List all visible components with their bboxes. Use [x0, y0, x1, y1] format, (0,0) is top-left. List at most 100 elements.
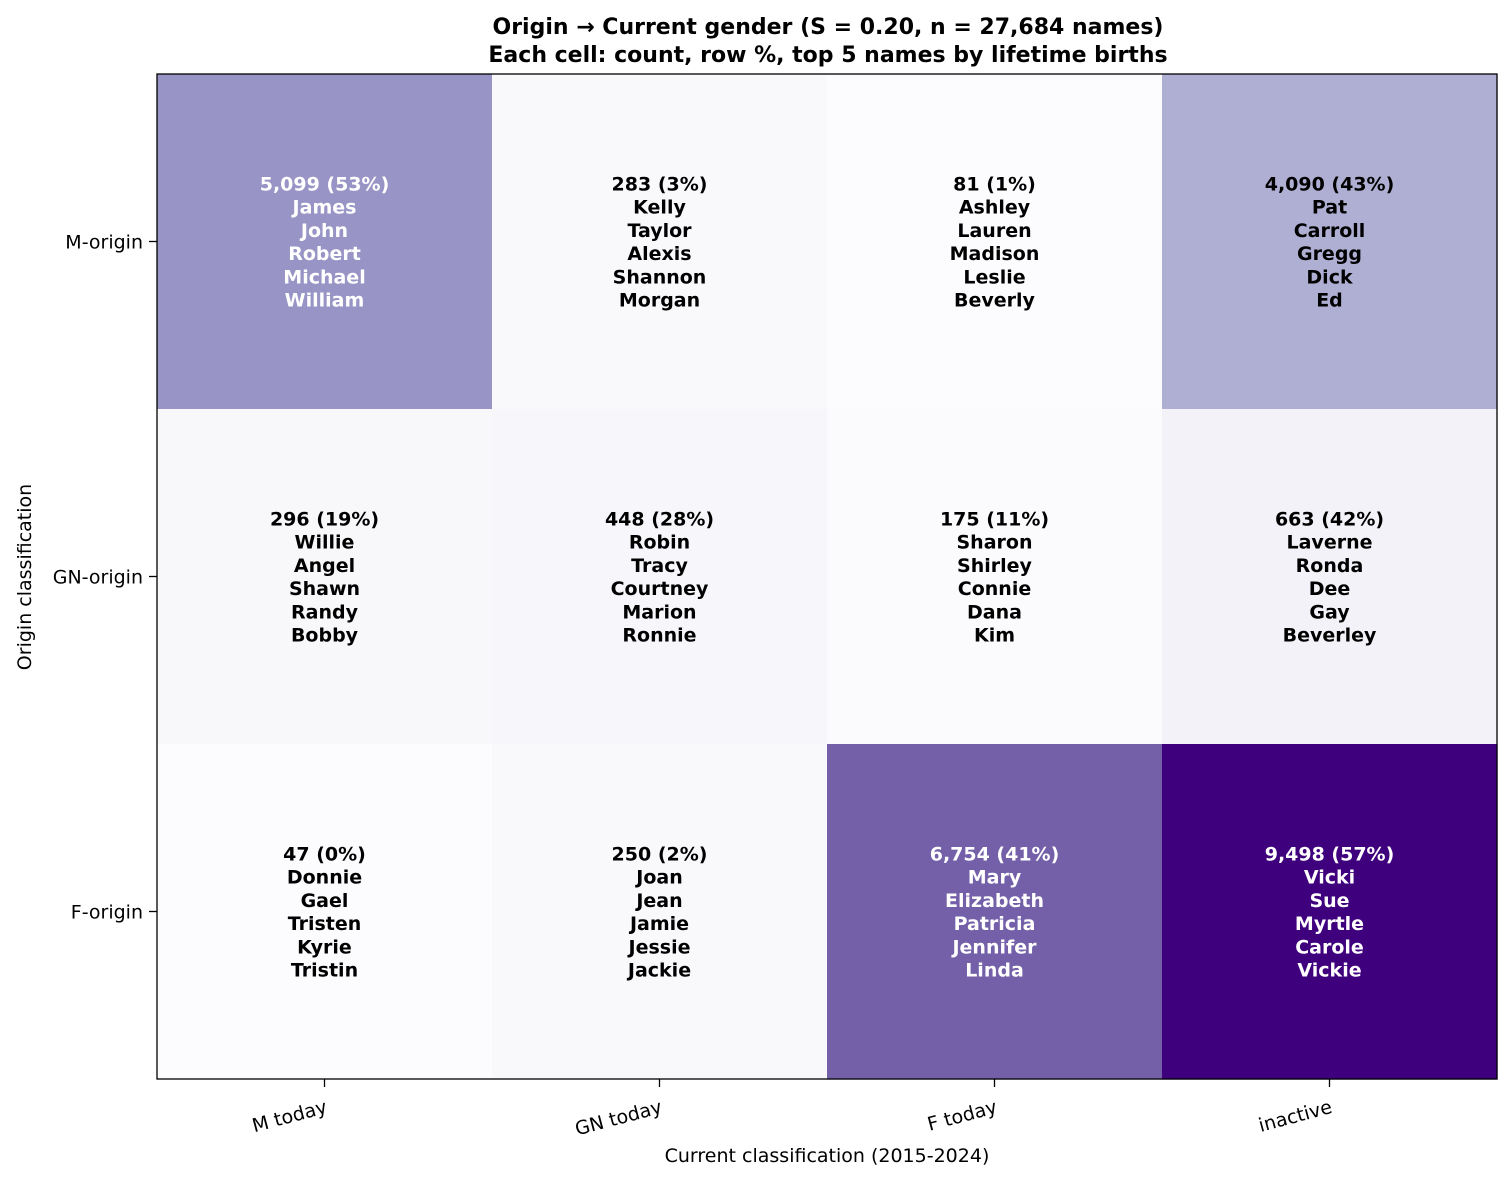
cell-name-label: Shannon [613, 266, 707, 288]
cell-count-label: 663 (42%) [1275, 509, 1384, 531]
cell-name-label: Vickie [1297, 960, 1361, 982]
cell-annotation: 47 (0%) Donnie Gael Tristen Kyrie Tristin [283, 844, 366, 982]
cell-count-label: 81 (1%) [953, 174, 1036, 196]
cell-name-label: Beverly [954, 290, 1036, 312]
cell-name-label: Shirley [957, 555, 1032, 577]
cell-name-label: Laverne [1287, 532, 1373, 554]
cell-name-label: Dee [1309, 578, 1351, 600]
cell-name-label: Shawn [289, 578, 360, 600]
chart-title: Origin → Current gender (S = 0.20, n = 2… [493, 15, 1164, 40]
heatmap-cell [1162, 74, 1498, 410]
cell-annotation: 5,099 (53%) James John Robert Michael William [260, 174, 390, 312]
cell-name-label: Carole [1295, 936, 1364, 958]
x-tick-label: GN today [573, 1096, 665, 1140]
cell-annotation: 283 (3%) Kelly Taylor Alexis Shannon Morgan [612, 174, 708, 312]
cell-annotation: 296 (19%) Willie Angel Shawn Randy Bobby [270, 509, 379, 647]
y-tick-label: F-origin [71, 902, 143, 924]
x-axis-ticks: M today GN today F today inactive [250, 1079, 1334, 1140]
cell-name-label: Gael [301, 890, 349, 912]
cell-count-label: 448 (28%) [605, 509, 714, 531]
heatmap-cell [157, 744, 493, 1080]
cell-name-label: William [285, 290, 365, 312]
cell-name-label: Dick [1306, 266, 1353, 288]
cell-count-label: 5,099 (53%) [260, 174, 390, 196]
y-tick-label: M-origin [65, 232, 143, 254]
cell-name-label: Ed [1316, 290, 1343, 312]
cell-name-label: Joan [634, 867, 682, 889]
heatmap-cell-labels: 5,099 (53%) James John Robert Michael William… [260, 174, 1395, 982]
cell-name-label: Lauren [957, 220, 1031, 242]
cell-name-label: Tristen [288, 913, 362, 935]
cell-name-label: Bobby [291, 625, 359, 647]
cell-count-label: 250 (2%) [612, 844, 708, 866]
heatmap-cell [1162, 409, 1498, 745]
cell-name-label: Myrtle [1295, 913, 1364, 935]
cell-name-label: John [299, 220, 348, 242]
heatmap-cell [492, 409, 828, 745]
cell-count-label: 9,498 (57%) [1265, 844, 1395, 866]
chart-subtitle: Each cell: count, row %, top 5 names by … [488, 43, 1167, 68]
cell-name-label: Tristin [291, 960, 358, 982]
cell-annotation: 663 (42%) Laverne Ronda Dee Gay Beverley [1275, 509, 1384, 647]
cell-annotation: 81 (1%) Ashley Lauren Madison Leslie Beverly [950, 174, 1040, 312]
heatmap-cell [492, 74, 828, 410]
x-axis-label: Current classification (2015-2024) [665, 1145, 990, 1167]
cell-annotation: 175 (11%) Sharon Shirley Connie Dana Kim [940, 509, 1049, 647]
x-tick-label: F today [925, 1096, 999, 1136]
y-axis-ticks: M-origin GN-origin F-origin [53, 232, 157, 924]
cell-name-label: Tracy [631, 555, 688, 577]
cell-name-label: Taylor [627, 220, 692, 242]
cell-count-label: 47 (0%) [283, 844, 366, 866]
x-tick-label: inactive [1256, 1096, 1334, 1137]
cell-name-label: Alexis [627, 243, 691, 265]
cell-name-label: Kyrie [297, 936, 352, 958]
cell-name-label: Willie [295, 532, 355, 554]
cell-name-label: Madison [950, 243, 1040, 265]
heatmap-cell [827, 74, 1163, 410]
cell-name-label: Jennifer [950, 936, 1037, 958]
cell-name-label: Jessie [627, 936, 691, 958]
cell-name-label: James [291, 197, 357, 219]
cell-annotation: 6,754 (41%) Mary Elizabeth Patricia Jennifer… [930, 844, 1060, 982]
heatmap-cell [827, 744, 1163, 1080]
cell-name-label: Robert [288, 243, 361, 265]
cell-name-label: Mary [968, 867, 1022, 889]
cell-name-label: Gregg [1297, 243, 1362, 265]
cell-name-label: Morgan [619, 290, 700, 312]
cell-name-label: Angel [294, 555, 355, 577]
heatmap-cell [827, 409, 1163, 745]
cell-name-label: Jamie [628, 913, 689, 935]
cell-name-label: Sharon [957, 532, 1033, 554]
y-tick-label: GN-origin [53, 567, 143, 589]
cell-name-label: Ronnie [622, 625, 696, 647]
cell-name-label: Ronda [1296, 555, 1364, 577]
cell-name-label: Vicki [1304, 867, 1355, 889]
cell-name-label: Courtney [611, 578, 709, 600]
cell-annotation: 9,498 (57%) Vicki Sue Myrtle Carole Vickie [1265, 844, 1395, 982]
cell-name-label: Kelly [633, 197, 686, 219]
heatmap-cell [492, 744, 828, 1080]
cell-name-label: Marion [622, 601, 696, 623]
cell-name-label: Pat [1312, 197, 1347, 219]
cell-name-label: Jean [634, 890, 682, 912]
cell-name-label: Randy [291, 601, 359, 623]
cell-annotation: 4,090 (43%) Pat Carroll Gregg Dick Ed [1265, 174, 1395, 312]
cell-count-label: 175 (11%) [940, 509, 1049, 531]
heatmap-cell [157, 74, 493, 410]
cell-name-label: Carroll [1294, 220, 1366, 242]
cell-annotation: 250 (2%) Joan Jean Jamie Jessie Jackie [612, 844, 708, 982]
heatmap-cell [157, 409, 493, 745]
cell-name-label: Sue [1309, 890, 1349, 912]
cell-name-label: Elizabeth [945, 890, 1044, 912]
heatmap-cells [157, 74, 1498, 1080]
cell-name-label: Leslie [963, 266, 1025, 288]
x-tick-label: M today [250, 1096, 330, 1137]
cell-name-label: Donnie [287, 867, 362, 889]
cell-name-label: Patricia [954, 913, 1036, 935]
cell-name-label: Ashley [959, 197, 1031, 219]
cell-count-label: 6,754 (41%) [930, 844, 1060, 866]
cell-count-label: 296 (19%) [270, 509, 379, 531]
cell-name-label: Kim [974, 625, 1015, 647]
cell-name-label: Linda [965, 960, 1024, 982]
